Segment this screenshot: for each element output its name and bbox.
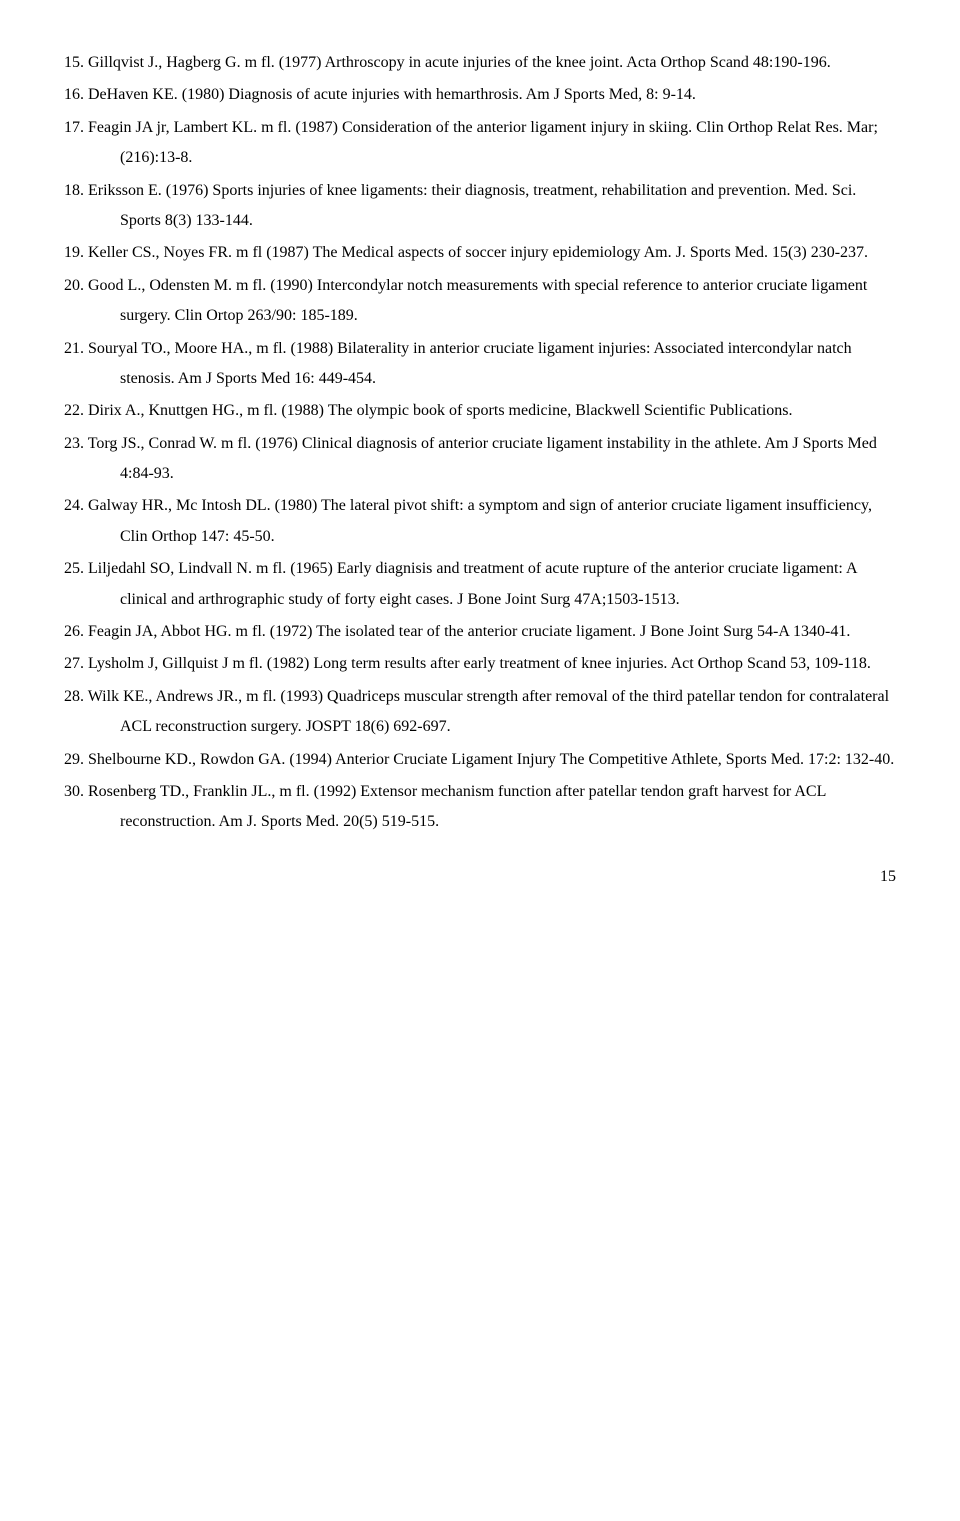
reference-text: Torg JS., Conrad W. m fl. (1976) Clinica… bbox=[88, 435, 877, 482]
reference-item: 16. DeHaven KE. (1980) Diagnosis of acut… bbox=[64, 80, 896, 110]
reference-text: Galway HR., Mc Intosh DL. (1980) The lat… bbox=[88, 497, 872, 544]
reference-item: 22. Dirix A., Knuttgen HG., m fl. (1988)… bbox=[64, 396, 896, 426]
reference-number: 25 bbox=[64, 560, 80, 577]
reference-number: 30 bbox=[64, 783, 80, 800]
reference-number: 15 bbox=[64, 54, 80, 71]
reference-number: 24 bbox=[64, 497, 80, 514]
reference-text: Lysholm J, Gillquist J m fl. (1982) Long… bbox=[88, 655, 871, 672]
reference-item: 17. Feagin JA jr, Lambert KL. m fl. (198… bbox=[64, 113, 896, 174]
reference-text: Wilk KE., Andrews JR., m fl. (1993) Quad… bbox=[88, 688, 889, 735]
reference-text: Rosenberg TD., Franklin JL., m fl. (1992… bbox=[88, 783, 826, 830]
reference-item: 21. Souryal TO., Moore HA., m fl. (1988)… bbox=[64, 334, 896, 395]
reference-text: Souryal TO., Moore HA., m fl. (1988) Bil… bbox=[88, 340, 852, 387]
reference-text: Good L., Odensten M. m fl. (1990) Interc… bbox=[88, 277, 867, 324]
reference-item: 15. Gillqvist J., Hagberg G. m fl. (1977… bbox=[64, 48, 896, 78]
reference-number: 16 bbox=[64, 86, 80, 103]
reference-text: Shelbourne KD., Rowdon GA. (1994) Anteri… bbox=[88, 751, 894, 768]
reference-item: 27. Lysholm J, Gillquist J m fl. (1982) … bbox=[64, 649, 896, 679]
reference-item: 29. Shelbourne KD., Rowdon GA. (1994) An… bbox=[64, 745, 896, 775]
reference-item: 23. Torg JS., Conrad W. m fl. (1976) Cli… bbox=[64, 429, 896, 490]
reference-item: 24. Galway HR., Mc Intosh DL. (1980) The… bbox=[64, 491, 896, 552]
reference-number: 18 bbox=[64, 182, 80, 199]
reference-number: 22 bbox=[64, 402, 80, 419]
reference-number: 21 bbox=[64, 340, 80, 357]
page-number: 15 bbox=[64, 862, 896, 892]
reference-number: 27 bbox=[64, 655, 80, 672]
reference-text: Gillqvist J., Hagberg G. m fl. (1977) Ar… bbox=[88, 54, 831, 71]
reference-item: 25. Liljedahl SO, Lindvall N. m fl. (196… bbox=[64, 554, 896, 615]
reference-number: 26 bbox=[64, 623, 80, 640]
reference-text: Liljedahl SO, Lindvall N. m fl. (1965) E… bbox=[88, 560, 857, 607]
reference-number: 23 bbox=[64, 435, 80, 452]
reference-item: 20. Good L., Odensten M. m fl. (1990) In… bbox=[64, 271, 896, 332]
reference-item: 19. Keller CS., Noyes FR. m fl (1987) Th… bbox=[64, 238, 896, 268]
reference-item: 18. Eriksson E. (1976) Sports injuries o… bbox=[64, 176, 896, 237]
reference-number: 19 bbox=[64, 244, 80, 261]
reference-item: 26. Feagin JA, Abbot HG. m fl. (1972) Th… bbox=[64, 617, 896, 647]
reference-text: Keller CS., Noyes FR. m fl (1987) The Me… bbox=[88, 244, 868, 261]
reference-list: 15. Gillqvist J., Hagberg G. m fl. (1977… bbox=[64, 48, 896, 838]
reference-item: 28. Wilk KE., Andrews JR., m fl. (1993) … bbox=[64, 682, 896, 743]
reference-text: Feagin JA jr, Lambert KL. m fl. (1987) C… bbox=[88, 119, 878, 166]
reference-number: 20 bbox=[64, 277, 80, 294]
reference-number: 29 bbox=[64, 751, 80, 768]
reference-item: 30. Rosenberg TD., Franklin JL., m fl. (… bbox=[64, 777, 896, 838]
reference-text: DeHaven KE. (1980) Diagnosis of acute in… bbox=[88, 86, 696, 103]
reference-number: 17 bbox=[64, 119, 80, 136]
reference-text: Eriksson E. (1976) Sports injuries of kn… bbox=[88, 182, 856, 229]
reference-text: Feagin JA, Abbot HG. m fl. (1972) The is… bbox=[88, 623, 850, 640]
reference-text: Dirix A., Knuttgen HG., m fl. (1988) The… bbox=[88, 402, 792, 419]
reference-number: 28 bbox=[64, 688, 80, 705]
